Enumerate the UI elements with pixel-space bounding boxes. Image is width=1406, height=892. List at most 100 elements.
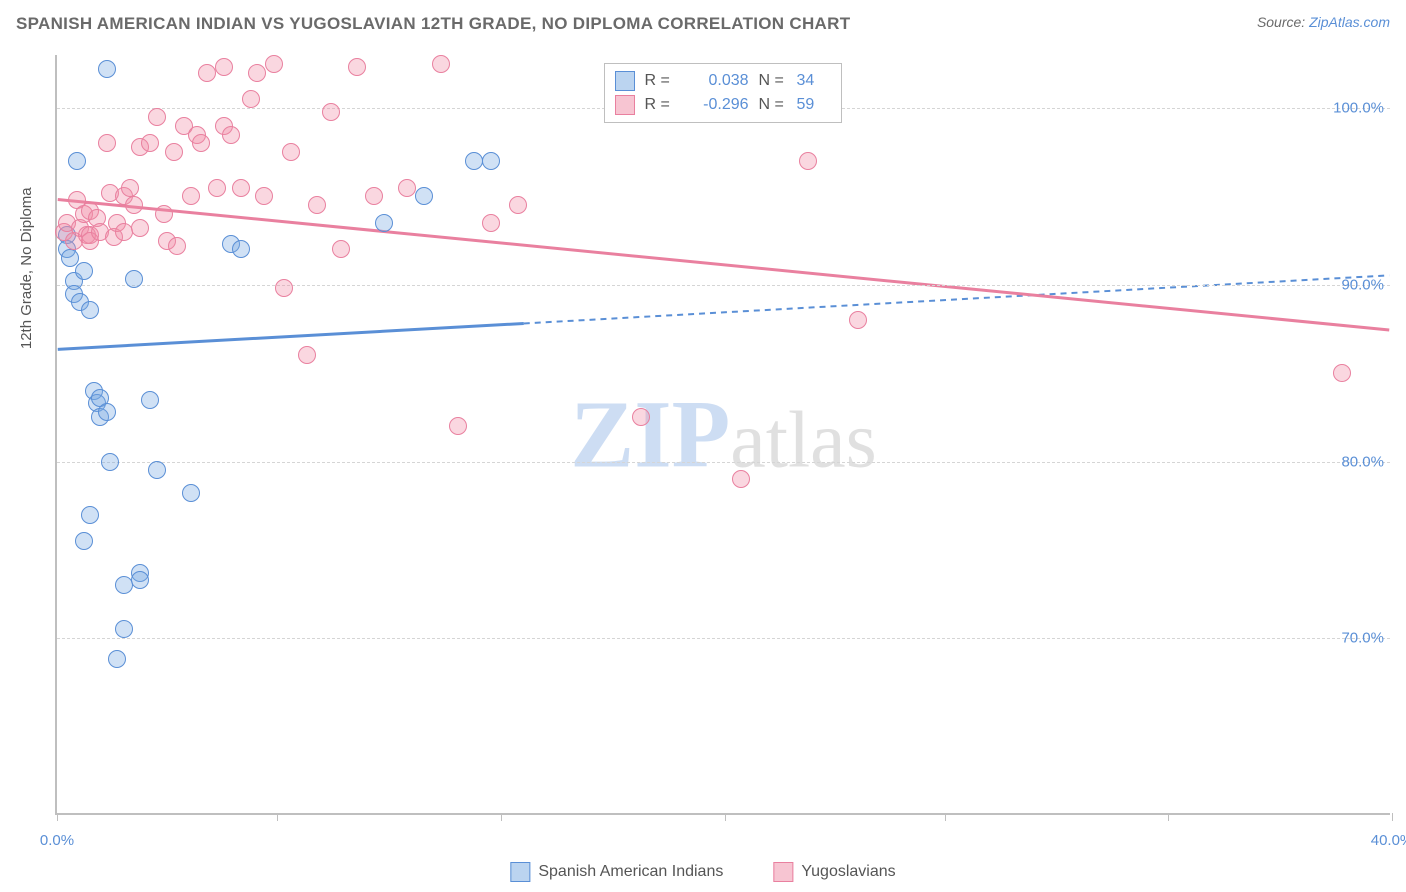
data-point	[148, 461, 166, 479]
scatter-plot: ZIPatlas 70.0%80.0%90.0%100.0%0.0%40.0%R…	[55, 55, 1390, 815]
x-tick-label: 0.0%	[40, 832, 74, 849]
legend-swatch	[615, 95, 635, 115]
data-point	[125, 270, 143, 288]
data-point	[131, 219, 149, 237]
data-point	[799, 152, 817, 170]
data-point	[322, 103, 340, 121]
data-point	[732, 470, 750, 488]
data-point	[215, 58, 233, 76]
legend-r-label: R =	[645, 96, 673, 114]
gridline	[57, 285, 1390, 286]
watermark-atlas: atlas	[730, 397, 877, 485]
data-point	[168, 237, 186, 255]
legend-swatch	[773, 862, 793, 882]
data-point	[75, 262, 93, 280]
data-point	[198, 64, 216, 82]
data-point	[348, 58, 366, 76]
data-point	[248, 64, 266, 82]
data-point	[482, 152, 500, 170]
data-point	[131, 571, 149, 589]
x-tick-mark	[57, 813, 58, 821]
data-point	[222, 126, 240, 144]
source-link[interactable]: ZipAtlas.com	[1309, 14, 1390, 30]
watermark: ZIPatlas	[570, 379, 877, 490]
chart-title: SPANISH AMERICAN INDIAN VS YUGOSLAVIAN 1…	[16, 14, 850, 34]
data-point	[81, 506, 99, 524]
data-point	[449, 417, 467, 435]
watermark-zip: ZIP	[570, 381, 730, 488]
data-point	[115, 620, 133, 638]
data-point	[849, 311, 867, 329]
data-point	[108, 650, 126, 668]
data-point	[432, 55, 450, 73]
data-point	[155, 205, 173, 223]
source-prefix: Source:	[1257, 14, 1309, 30]
data-point	[308, 196, 326, 214]
legend-n-value: 34	[797, 72, 831, 90]
data-point	[141, 134, 159, 152]
data-point	[115, 223, 133, 241]
data-point	[1333, 364, 1351, 382]
data-point	[121, 179, 139, 197]
data-point	[298, 346, 316, 364]
data-point	[255, 187, 273, 205]
x-tick-mark	[1392, 813, 1393, 821]
data-point	[148, 108, 166, 126]
trend-lines	[57, 55, 1390, 813]
data-point	[509, 196, 527, 214]
data-point	[101, 453, 119, 471]
legend-swatch	[510, 862, 530, 882]
correlation-legend: R =0.038N =34R =-0.296N =59	[604, 63, 842, 123]
legend-row: R =0.038N =34	[615, 69, 831, 93]
legend-r-value: 0.038	[683, 72, 749, 90]
data-point	[141, 391, 159, 409]
data-point	[365, 187, 383, 205]
bottom-legend-item: Yugoslavians	[773, 862, 895, 882]
y-tick-label: 80.0%	[1331, 453, 1384, 470]
data-point	[98, 134, 116, 152]
x-tick-mark	[1168, 813, 1169, 821]
y-tick-label: 100.0%	[1323, 100, 1384, 117]
y-tick-label: 70.0%	[1331, 630, 1384, 647]
data-point	[115, 576, 133, 594]
legend-r-label: R =	[645, 72, 673, 90]
trend-line-solid	[58, 200, 1389, 330]
legend-series-label: Yugoslavians	[801, 863, 895, 881]
legend-r-value: -0.296	[683, 96, 749, 114]
data-point	[75, 532, 93, 550]
data-point	[398, 179, 416, 197]
x-tick-label: 40.0%	[1371, 832, 1406, 849]
legend-series-label: Spanish American Indians	[538, 863, 723, 881]
data-point	[332, 240, 350, 258]
bottom-legend: Spanish American Indians Yugoslavians	[510, 862, 895, 882]
y-axis-label: 12th Grade, No Diploma	[18, 187, 35, 349]
data-point	[282, 143, 300, 161]
legend-row: R =-0.296N =59	[615, 93, 831, 117]
x-tick-mark	[277, 813, 278, 821]
data-point	[242, 90, 260, 108]
data-point	[208, 179, 226, 197]
x-tick-mark	[725, 813, 726, 821]
data-point	[232, 240, 250, 258]
data-point	[182, 187, 200, 205]
data-point	[275, 279, 293, 297]
data-point	[415, 187, 433, 205]
source-attribution: Source: ZipAtlas.com	[1257, 14, 1390, 30]
bottom-legend-item: Spanish American Indians	[510, 862, 723, 882]
gridline	[57, 462, 1390, 463]
legend-n-label: N =	[759, 96, 787, 114]
legend-swatch	[615, 71, 635, 91]
trend-line-dashed	[524, 275, 1389, 323]
page-header: SPANISH AMERICAN INDIAN VS YUGOSLAVIAN 1…	[0, 0, 1406, 48]
y-tick-label: 90.0%	[1331, 276, 1384, 293]
data-point	[632, 408, 650, 426]
data-point	[98, 60, 116, 78]
trend-line-solid	[58, 323, 524, 349]
data-point	[98, 403, 116, 421]
data-point	[465, 152, 483, 170]
data-point	[81, 301, 99, 319]
x-tick-mark	[501, 813, 502, 821]
data-point	[125, 196, 143, 214]
gridline	[57, 638, 1390, 639]
data-point	[68, 152, 86, 170]
